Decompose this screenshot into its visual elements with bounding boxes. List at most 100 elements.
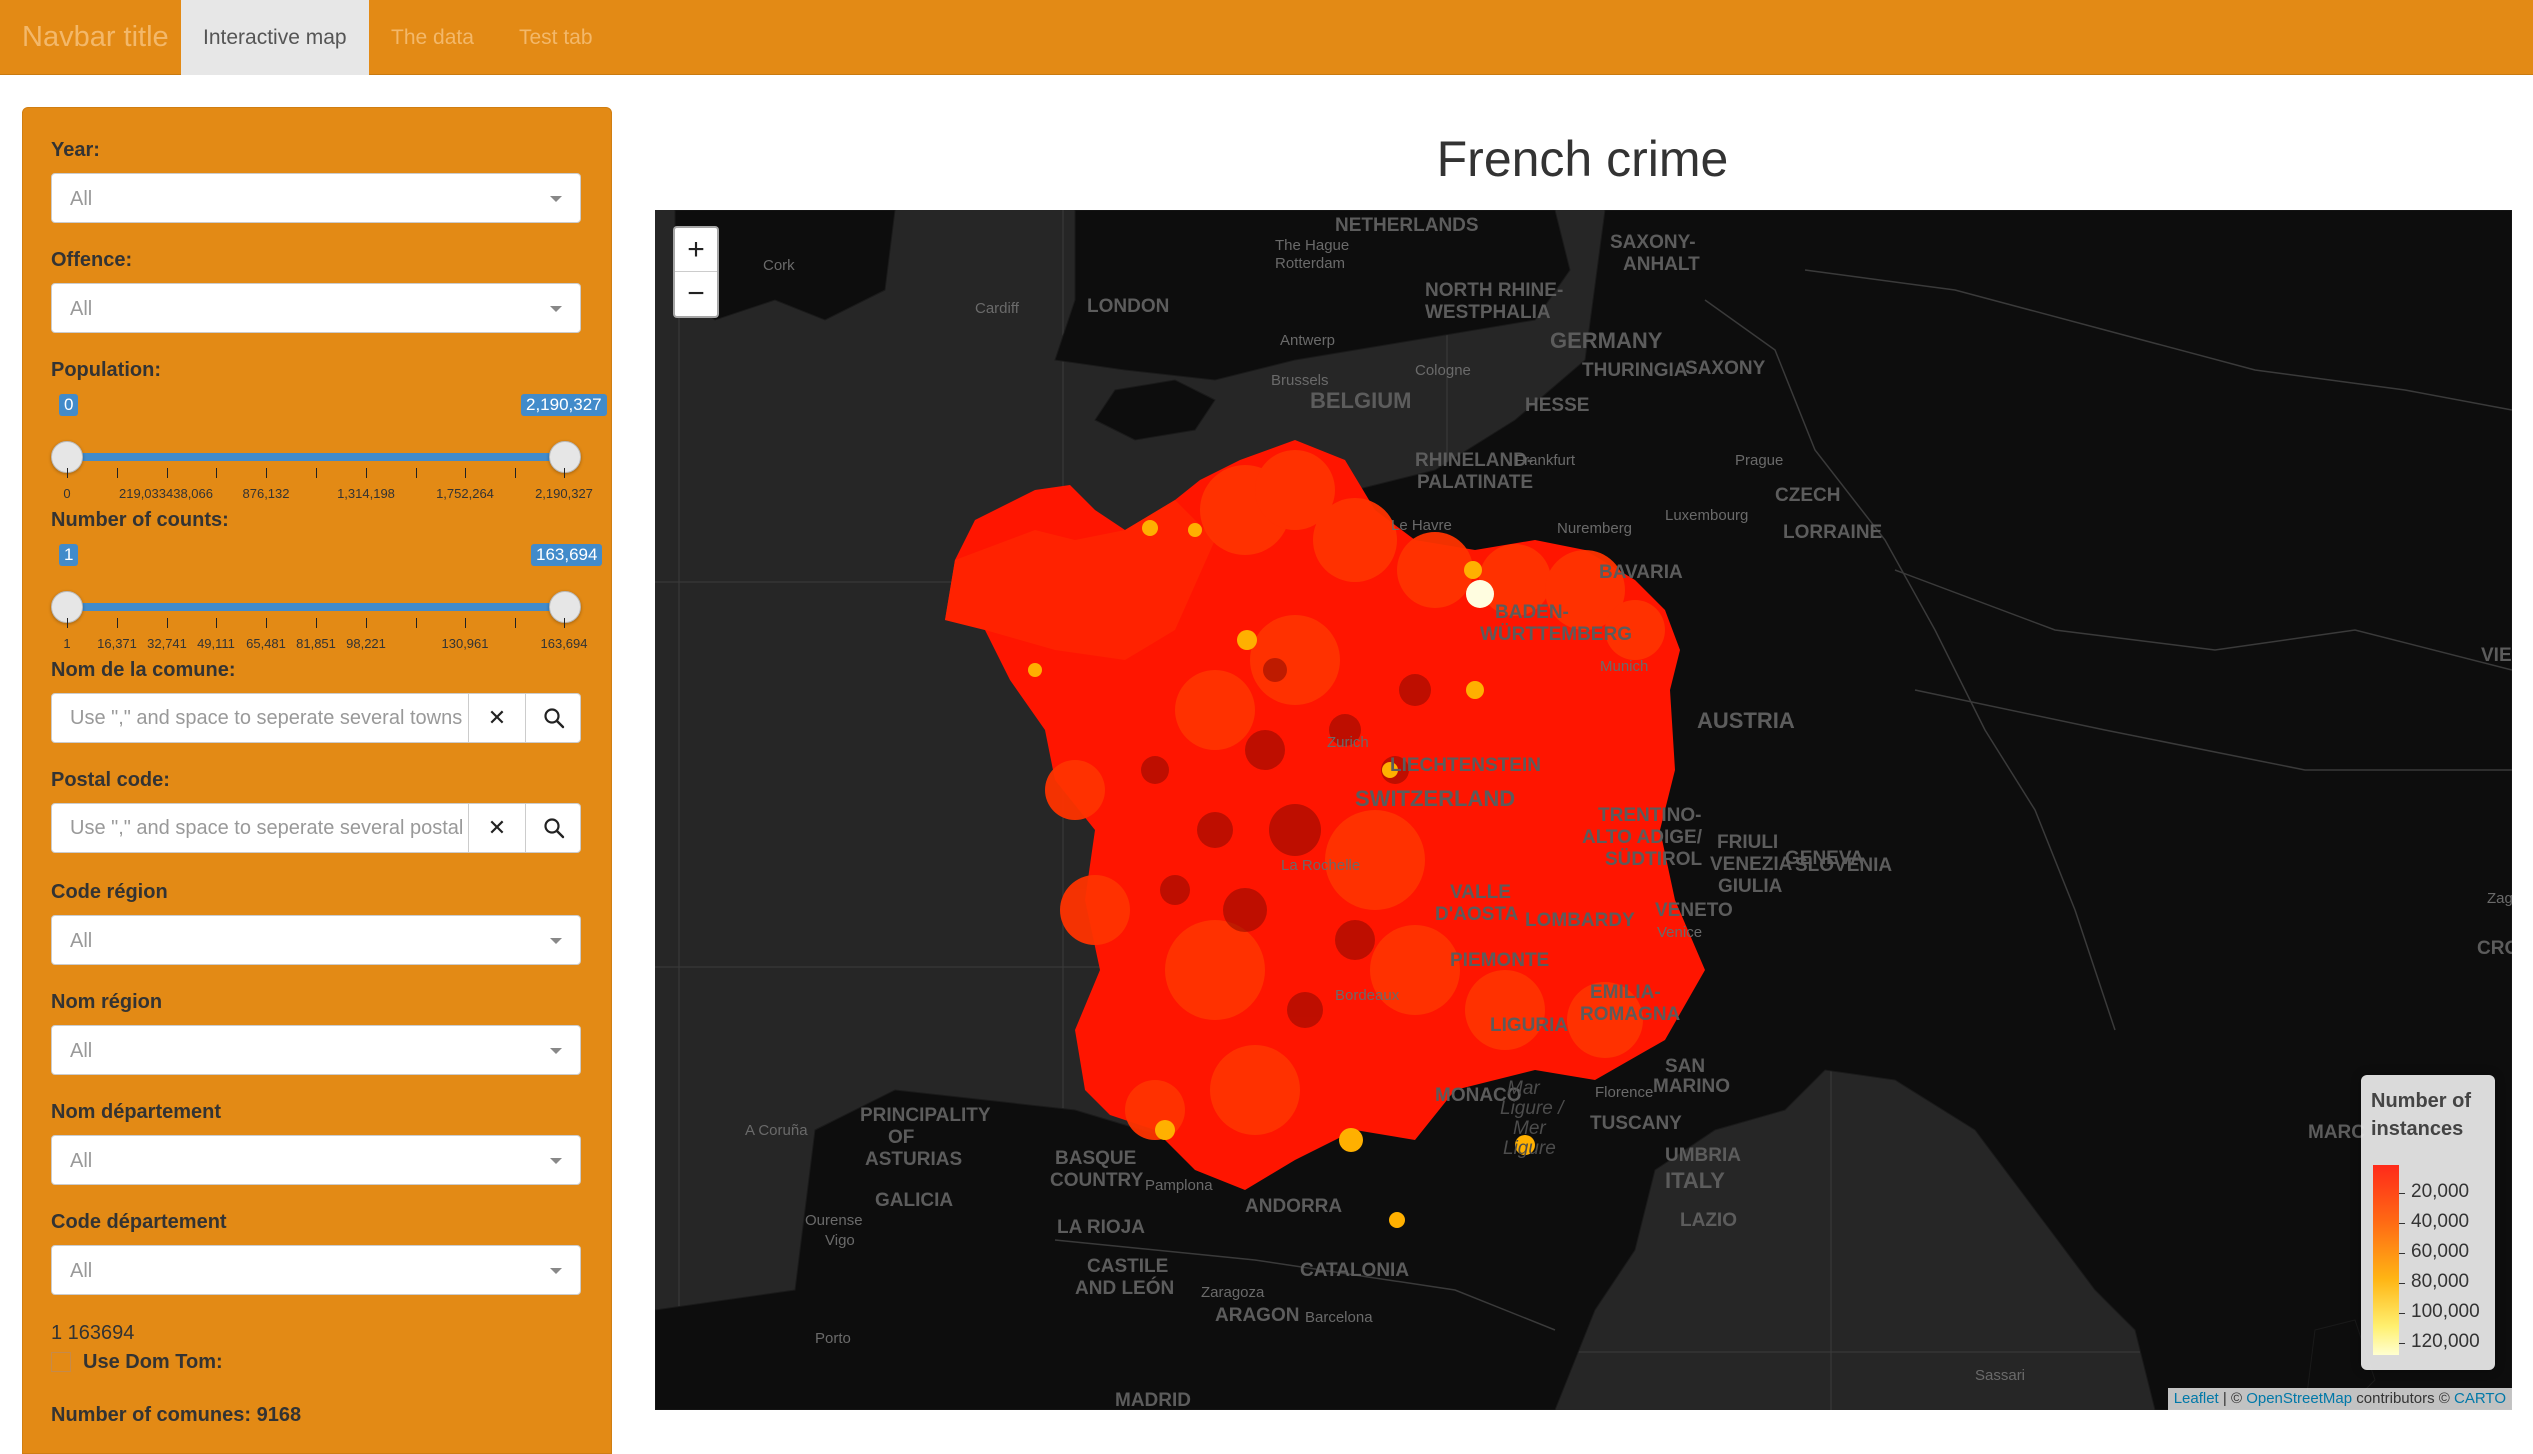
map-label: LIGURIA <box>1490 1015 1569 1036</box>
map-label: ASTURIAS <box>865 1149 963 1170</box>
code-departement-value: All <box>70 1260 93 1282</box>
dom-tom-label[interactable]: Use Dom Tom: <box>83 1351 223 1373</box>
clear-icon[interactable]: ✕ <box>468 694 525 742</box>
map-label: GERMANY <box>1550 328 1663 353</box>
map-label: TUSCANY <box>1590 1113 1682 1134</box>
map-label: GALICIA <box>875 1190 954 1211</box>
map-label: ANHALT <box>1623 254 1700 275</box>
map-label: Nuremberg <box>1557 520 1633 537</box>
slider-min-badge: 0 <box>59 394 79 416</box>
navbar-brand[interactable]: Navbar title <box>22 21 169 53</box>
nom-region-label: Nom région <box>51 991 163 1013</box>
counts-slider[interactable]: 1 163,694 1 16,371 32,741 49,111 65,481 … <box>51 544 603 651</box>
tab-test-tab[interactable]: Test tab <box>519 26 593 49</box>
code-departement-label: Code département <box>51 1211 227 1233</box>
map-label: LA RIOJA <box>1057 1217 1145 1238</box>
postal-label: Postal code: <box>51 769 170 791</box>
map-label: VALLE <box>1450 882 1511 903</box>
map-label: Cork <box>763 257 795 274</box>
slider-max-handle[interactable] <box>549 441 581 473</box>
map-label: Mar <box>1507 1078 1540 1099</box>
map-label: BASQUE <box>1055 1148 1137 1169</box>
map-label: SAXONY <box>1685 358 1766 379</box>
map-label: VIE <box>2481 645 2512 666</box>
map-label: CZECH <box>1775 485 1841 506</box>
legend-value: 100,000 <box>2411 1301 2480 1322</box>
slider-tick-label: 163,694 <box>540 636 588 651</box>
map-label: LORRAINE <box>1783 522 1883 543</box>
offence-select-value: All <box>70 298 93 320</box>
tab-interactive-map[interactable]: Interactive map <box>181 0 369 75</box>
map-label: PIEMONTE <box>1450 950 1550 971</box>
chevron-down-icon <box>550 938 562 944</box>
map-label: Cardiff <box>975 300 1019 317</box>
zoom-in-button[interactable]: + <box>675 228 717 272</box>
leaflet-link[interactable]: Leaflet <box>2173 1390 2219 1407</box>
slider-tick-label: 49,111 <box>197 636 235 651</box>
code-departement-select[interactable]: All <box>51 1245 581 1295</box>
code-region-value: All <box>70 930 93 952</box>
slider-track[interactable] <box>67 453 565 461</box>
map-label: SAXONY- <box>1610 232 1696 253</box>
slider-max-badge: 2,190,327 <box>521 394 607 416</box>
slider-tick-label: 0 <box>63 486 71 501</box>
map-label: Vigo <box>825 1232 855 1249</box>
population-slider[interactable]: 0 2,190,327 0 219,033438,066 876,132 1,3… <box>51 394 607 501</box>
postal-search-input[interactable] <box>52 804 468 852</box>
map-label: SWITZERLAND <box>1355 786 1516 811</box>
slider-tick-label: 219,033438,066 <box>119 486 213 501</box>
map-label: WÜRTTEMBERG <box>1480 624 1632 645</box>
offence-select[interactable]: All <box>51 283 581 333</box>
legend-title-line1: Number of <box>2371 1090 2471 1112</box>
map-label: Brussels <box>1271 372 1329 389</box>
map-label: CRO <box>2477 938 2512 959</box>
chevron-down-icon <box>550 1048 562 1054</box>
leaflet-map[interactable]: NETHERLANDS The Hague Rotterdam Antwerp … <box>655 210 2512 1410</box>
legend-title-line2: instances <box>2371 1118 2464 1140</box>
dom-tom-checkbox[interactable] <box>51 1352 71 1372</box>
search-icon[interactable] <box>525 694 580 742</box>
map-label: ANDORRA <box>1245 1196 1343 1217</box>
map-label: LIECHTENSTEIN <box>1390 755 1541 776</box>
slider-tick-label: 876,132 <box>242 486 290 501</box>
map-label: ALTO ADIGE/ <box>1582 827 1702 848</box>
map-label: Ourense <box>805 1212 863 1229</box>
slider-min-handle[interactable] <box>51 441 83 473</box>
tab-the-data[interactable]: The data <box>391 26 474 49</box>
population-label: Population: <box>51 359 161 381</box>
chevron-down-icon <box>550 1268 562 1274</box>
sidebar-panel: Year: All Offence: All Population: 0 2,1… <box>22 107 612 1454</box>
map-label: Frankfurt <box>1515 452 1576 469</box>
slider-track[interactable] <box>67 603 565 611</box>
osm-link[interactable]: OpenStreetMap <box>2246 1390 2353 1407</box>
nom-region-select[interactable]: All <box>51 1025 581 1075</box>
map-label: D'AOSTA <box>1435 904 1519 925</box>
map-label: NORTH RHINE- <box>1425 280 1564 301</box>
zoom-out-button[interactable]: − <box>687 277 705 310</box>
nom-departement-select[interactable]: All <box>51 1135 581 1185</box>
map-label: COUNTRY <box>1050 1170 1144 1191</box>
clear-icon[interactable]: ✕ <box>468 804 525 852</box>
carto-link[interactable]: CARTO <box>2454 1390 2506 1407</box>
slider-tick-label: 1,752,264 <box>436 486 494 501</box>
slider-min-badge: 1 <box>59 544 79 566</box>
map-label: MARINO <box>1653 1076 1731 1097</box>
map-label: Zaragoza <box>1201 1284 1265 1301</box>
chevron-down-icon <box>550 306 562 312</box>
map-label: LAZIO <box>1680 1210 1737 1231</box>
zoom-control: + − <box>673 226 719 318</box>
slider-tick-label: 2,190,327 <box>535 486 593 501</box>
map-label: OF <box>888 1127 915 1148</box>
code-region-select[interactable]: All <box>51 915 581 965</box>
map-label: Porto <box>815 1330 851 1347</box>
slider-max-handle[interactable] <box>549 591 581 623</box>
search-icon[interactable] <box>525 804 580 852</box>
year-select[interactable]: All <box>51 173 581 223</box>
comune-search-input[interactable] <box>52 694 468 742</box>
map-label: LOMBARDY <box>1525 910 1635 931</box>
nom-region-value: All <box>70 1040 93 1062</box>
map-label: BELGIUM <box>1310 388 1412 413</box>
map-label: SAN <box>1665 1056 1706 1077</box>
map-label: Barcelona <box>1305 1309 1373 1326</box>
map-label: The Hague <box>1275 237 1350 254</box>
